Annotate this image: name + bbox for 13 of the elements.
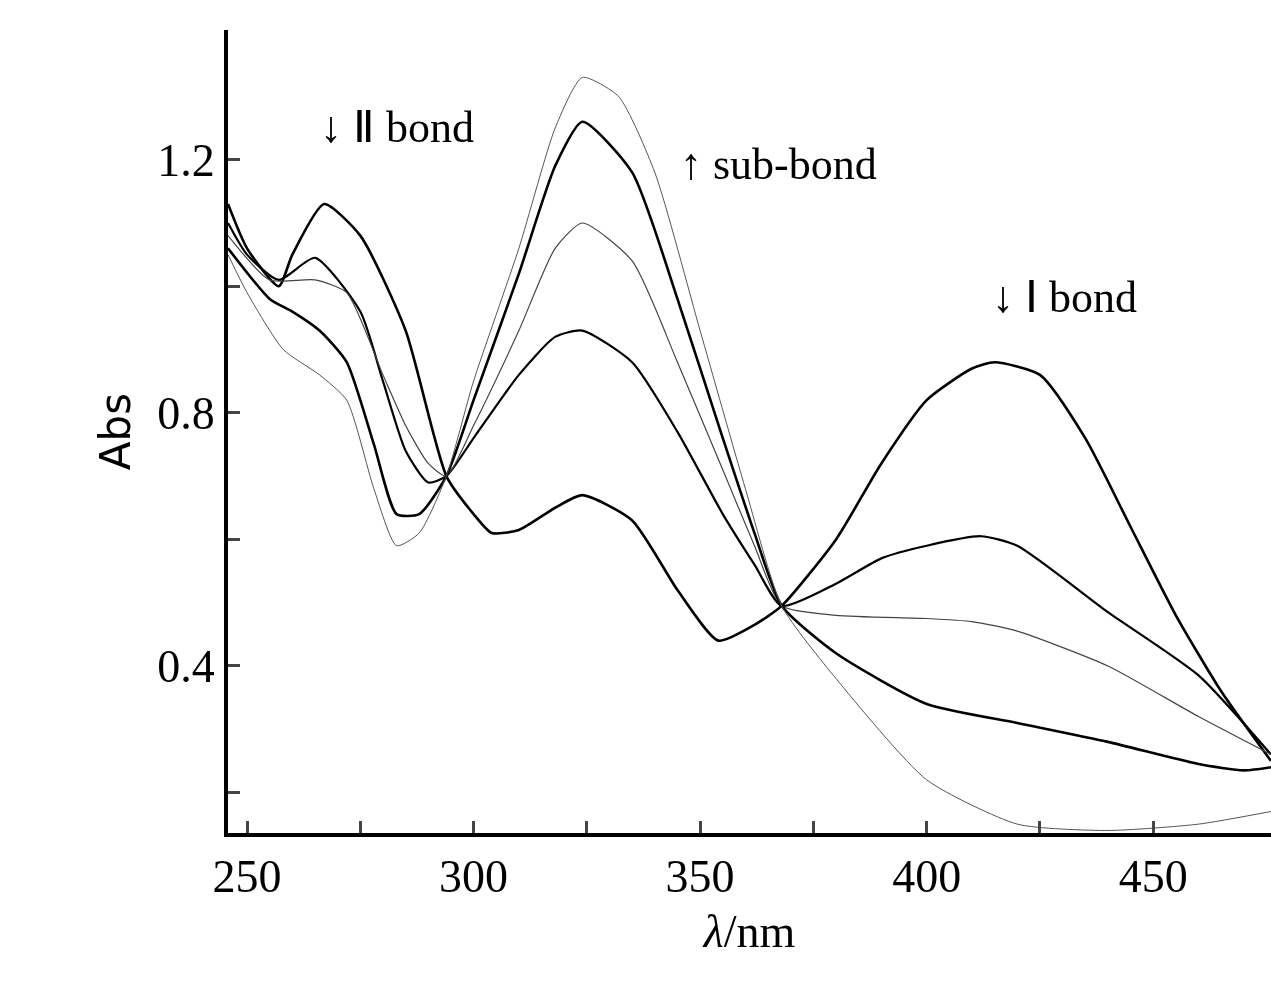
annotation: ↑ sub-bond: [680, 140, 877, 189]
annotation: ↓ Ⅰ bond: [992, 273, 1137, 322]
x-tick-label: 450: [1118, 851, 1188, 903]
x-tick-label: 300: [439, 851, 509, 903]
x-tick-label: 400: [892, 851, 962, 903]
annotation: ↓ Ⅱ bond: [320, 103, 474, 152]
x-tick-label: 250: [212, 851, 282, 903]
y-tick-label: 0.4: [157, 641, 215, 693]
x-axis-title: λ/nm: [701, 906, 796, 958]
x-tick-label: 350: [665, 851, 735, 903]
y-tick-label: 0.8: [157, 387, 215, 439]
y-axis-title: Abs: [90, 392, 140, 471]
y-tick-label: 1.2: [157, 134, 215, 186]
